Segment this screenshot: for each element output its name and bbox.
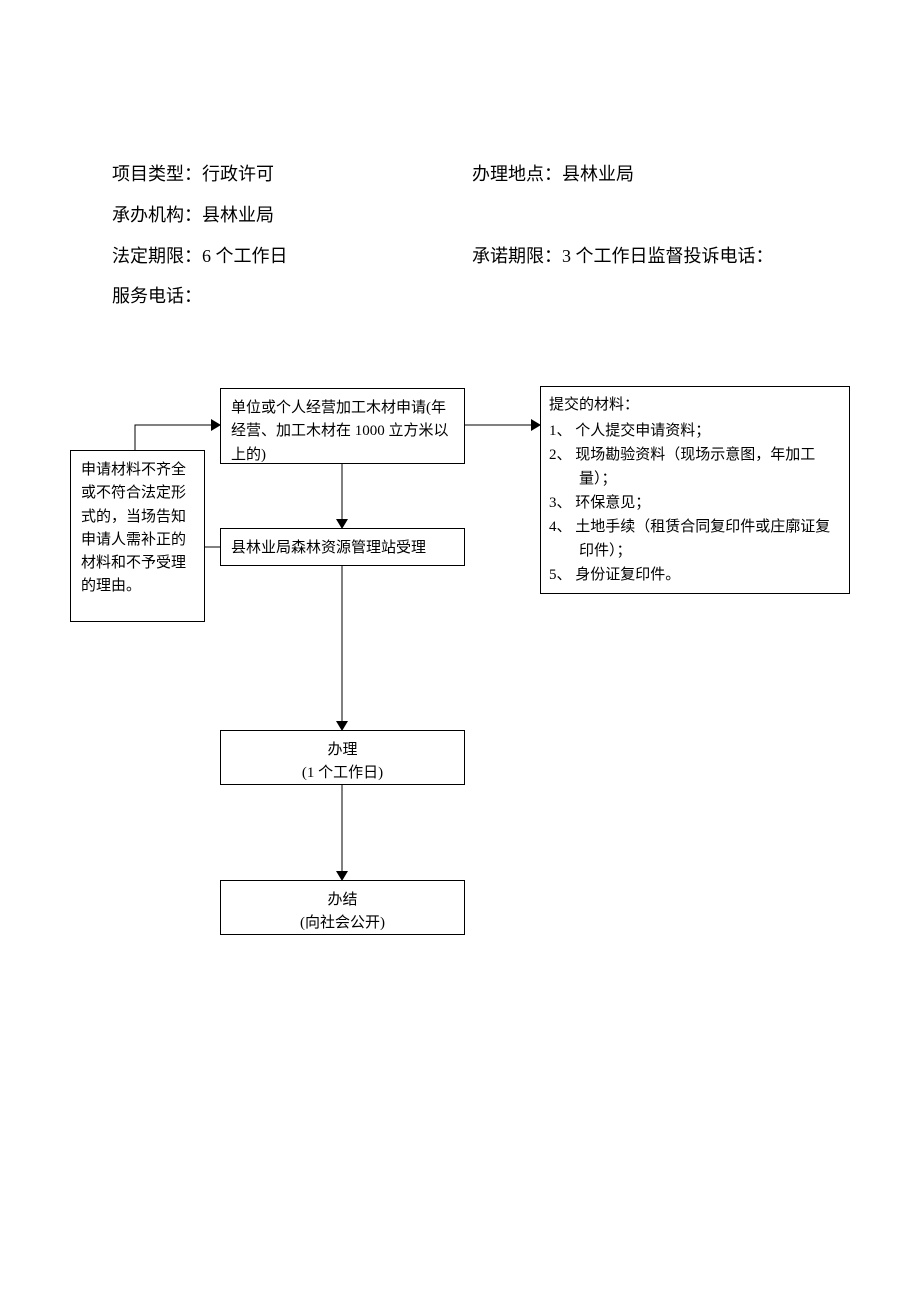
promise-limit-label: 承诺期限： <box>472 246 562 266</box>
node-finish: 办结 (向社会公开) <box>220 880 465 935</box>
flowchart-canvas: 申请材料不齐全或不符合法定形式的，当场告知申请人需补正的材料和不予受理的理由。 … <box>0 380 920 1080</box>
info-row-2: 承办机构：县林业局 <box>112 201 840 230</box>
materials-item-4: 4、 土地手续（租赁合同复印件或庄廓证复印件）； <box>549 515 841 563</box>
materials-item-1: 1、 个人提交申请资料； <box>549 419 841 443</box>
legal-limit-label: 法定期限： <box>112 246 202 266</box>
node-apply-text: 单位或个人经营加工木材申请(年经营、加工木材在 1000 立方米以上的) <box>231 400 449 463</box>
location-value: 县林业局 <box>562 164 634 184</box>
materials-item-3: 3、 环保意见； <box>549 491 841 515</box>
service-phone-label: 服务电话： <box>112 286 202 306</box>
agency-value: 县林业局 <box>202 205 274 225</box>
node-finish-line1: 办结 <box>231 889 454 912</box>
materials-item-2: 2、 现场勘验资料（现场示意图，年加工量）； <box>549 443 841 491</box>
node-process: 办理 (1 个工作日) <box>220 730 465 785</box>
node-accept: 县林业局森林资源管理站受理 <box>220 528 465 566</box>
node-reject: 申请材料不齐全或不符合法定形式的，当场告知申请人需补正的材料和不予受理的理由。 <box>70 450 205 622</box>
project-type-label: 项目类型： <box>112 164 202 184</box>
materials-title: 提交的材料： <box>549 393 841 417</box>
node-finish-line2: (向社会公开) <box>231 912 454 935</box>
materials-item-5: 5、 身份证复印件。 <box>549 563 841 587</box>
node-materials: 提交的材料： 1、 个人提交申请资料； 2、 现场勘验资料（现场示意图，年加工量… <box>540 386 850 594</box>
node-process-line1: 办理 <box>231 739 454 762</box>
info-row-1: 项目类型：行政许可 办理地点：县林业局 <box>112 160 840 189</box>
node-process-line2: (1 个工作日) <box>231 762 454 785</box>
node-accept-text: 县林业局森林资源管理站受理 <box>231 540 426 556</box>
location-label: 办理地点： <box>472 164 562 184</box>
node-apply: 单位或个人经营加工木材申请(年经营、加工木材在 1000 立方米以上的) <box>220 388 465 464</box>
promise-limit-value: 3 个工作日监督投诉电话： <box>562 246 774 266</box>
node-reject-text: 申请材料不齐全或不符合法定形式的，当场告知申请人需补正的材料和不予受理的理由。 <box>81 462 186 594</box>
info-row-4: 服务电话： <box>112 282 840 311</box>
agency-label: 承办机构： <box>112 205 202 225</box>
header-info: 项目类型：行政许可 办理地点：县林业局 承办机构：县林业局 法定期限：6 个工作… <box>112 160 840 323</box>
info-row-3: 法定期限：6 个工作日 承诺期限：3 个工作日监督投诉电话： <box>112 242 840 271</box>
legal-limit-value: 6 个工作日 <box>202 246 288 266</box>
project-type-value: 行政许可 <box>202 164 274 184</box>
edge-reject-apply <box>135 425 220 450</box>
